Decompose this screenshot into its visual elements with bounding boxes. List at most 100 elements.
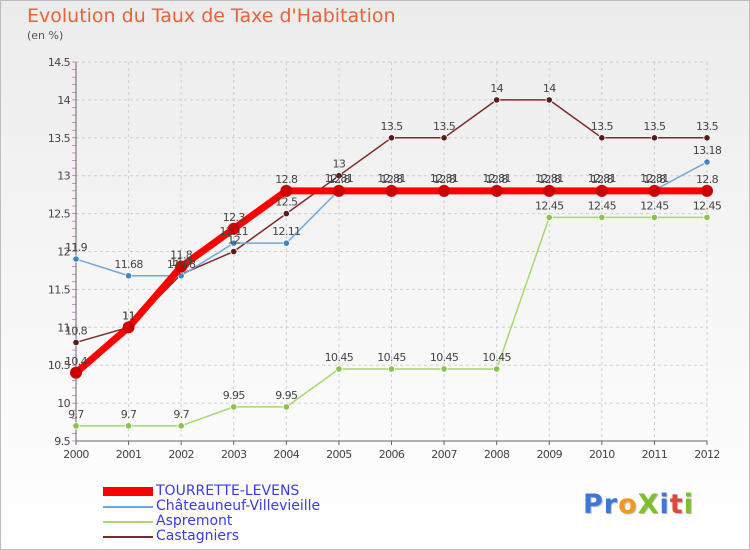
data-point: [440, 134, 448, 142]
y-tick-label: 10: [57, 397, 70, 410]
data-label: 12.45: [535, 199, 564, 212]
data-point: [227, 222, 240, 235]
data-point: [598, 134, 606, 142]
x-tick-label: 2011: [642, 448, 668, 461]
data-label: 14: [490, 82, 503, 95]
data-label: 13: [333, 158, 346, 171]
data-point: [175, 260, 188, 273]
data-label: 10.45: [482, 351, 511, 364]
data-label: 9.7: [68, 408, 84, 421]
data-point: [703, 134, 711, 142]
data-point: [230, 403, 238, 411]
data-point: [177, 422, 185, 430]
y-tick-label: 14.5: [48, 56, 71, 69]
data-point: [385, 184, 398, 197]
x-tick-label: 2005: [326, 448, 352, 461]
data-label: 11.68: [114, 258, 143, 271]
x-tick-label: 2012: [694, 448, 720, 461]
data-label: 12.3: [223, 211, 246, 224]
data-label: 11.7: [170, 256, 193, 269]
data-label: 12.45: [640, 199, 669, 212]
data-point: [332, 184, 345, 197]
data-point: [595, 184, 608, 197]
data-point: [545, 96, 553, 104]
data-label: 10.45: [377, 351, 406, 364]
data-point: [650, 213, 659, 221]
legend-swatch-tourrette: [103, 487, 153, 496]
data-label: 9.95: [223, 389, 246, 402]
data-point: [387, 134, 396, 142]
x-tick-label: 2007: [431, 448, 457, 461]
y-tick-label: 13.5: [48, 132, 71, 145]
data-label: 9.7: [173, 408, 189, 421]
data-label: 12.8: [486, 173, 509, 186]
data-label: 10.8: [65, 324, 88, 337]
data-label: 13.5: [591, 120, 614, 133]
data-point: [493, 96, 501, 104]
chart-title: Evolution du Taux de Taxe d'Habitation: [27, 5, 396, 27]
data-label: 10.45: [430, 351, 459, 364]
data-point: [440, 365, 448, 373]
x-tick-label: 2003: [221, 448, 247, 461]
data-label: 12.81: [482, 172, 511, 185]
data-label: 12.8: [380, 173, 403, 186]
data-point: [545, 213, 553, 221]
data-point: [124, 422, 133, 430]
legend-label: Castagniers: [156, 528, 240, 544]
data-point: [490, 184, 503, 197]
data-point: [493, 365, 501, 373]
data-label: 14: [543, 82, 556, 95]
data-point: [230, 247, 238, 256]
x-tick-label: 2006: [379, 448, 405, 461]
data-label: 12.8: [538, 173, 561, 186]
x-tick-label: 2010: [589, 448, 615, 461]
data-point: [282, 239, 290, 247]
data-label: 12.81: [377, 172, 406, 185]
y-tick-label: 11.5: [48, 283, 71, 296]
chart-subtitle: (en %): [27, 29, 64, 42]
data-label: 12.8: [433, 173, 456, 186]
data-label: 12.11: [272, 225, 301, 238]
data-label: 12.81: [325, 172, 354, 185]
data-point: [703, 213, 711, 221]
data-point: [124, 272, 133, 280]
data-point: [438, 184, 451, 197]
data-label: 11.8: [170, 249, 193, 262]
data-label: 13.5: [696, 120, 719, 133]
data-point: [543, 184, 556, 197]
y-tick-label: 14: [57, 94, 70, 107]
data-label: 12.11: [220, 225, 249, 238]
data-point: [335, 365, 343, 373]
data-label: 12.8: [328, 173, 351, 186]
data-label: 13.5: [643, 120, 666, 133]
data-point: [282, 403, 290, 411]
y-tick-label: 12: [57, 246, 70, 259]
data-label: 10.45: [325, 351, 354, 364]
data-point: [650, 134, 659, 142]
data-point: [648, 184, 661, 197]
legend-label: Châteauneuf-Villevieille: [156, 498, 321, 514]
y-tick-label: 9.5: [54, 435, 70, 448]
data-label: 11: [122, 309, 135, 322]
x-tick-label: 2008: [484, 448, 510, 461]
data-label: 12.45: [693, 199, 722, 212]
data-point: [72, 422, 80, 430]
data-point: [230, 239, 238, 247]
data-label: 12.8: [643, 173, 666, 186]
data-point: [387, 365, 396, 373]
legend-label: Aspremont: [156, 513, 233, 529]
data-label: 12.45: [588, 199, 617, 212]
data-point: [703, 158, 711, 166]
data-label: 12.81: [640, 172, 669, 185]
y-tick-label: 12.5: [48, 208, 71, 221]
data-label: 13.18: [693, 144, 722, 157]
data-label: 12.5: [275, 196, 298, 209]
y-tick-label: 13: [57, 170, 70, 183]
data-point: [70, 366, 82, 379]
data-label: 11.9: [65, 241, 88, 254]
data-label: 12: [227, 234, 240, 247]
data-point: [122, 321, 135, 334]
legend-swatch-chateauneuf: [103, 506, 153, 508]
